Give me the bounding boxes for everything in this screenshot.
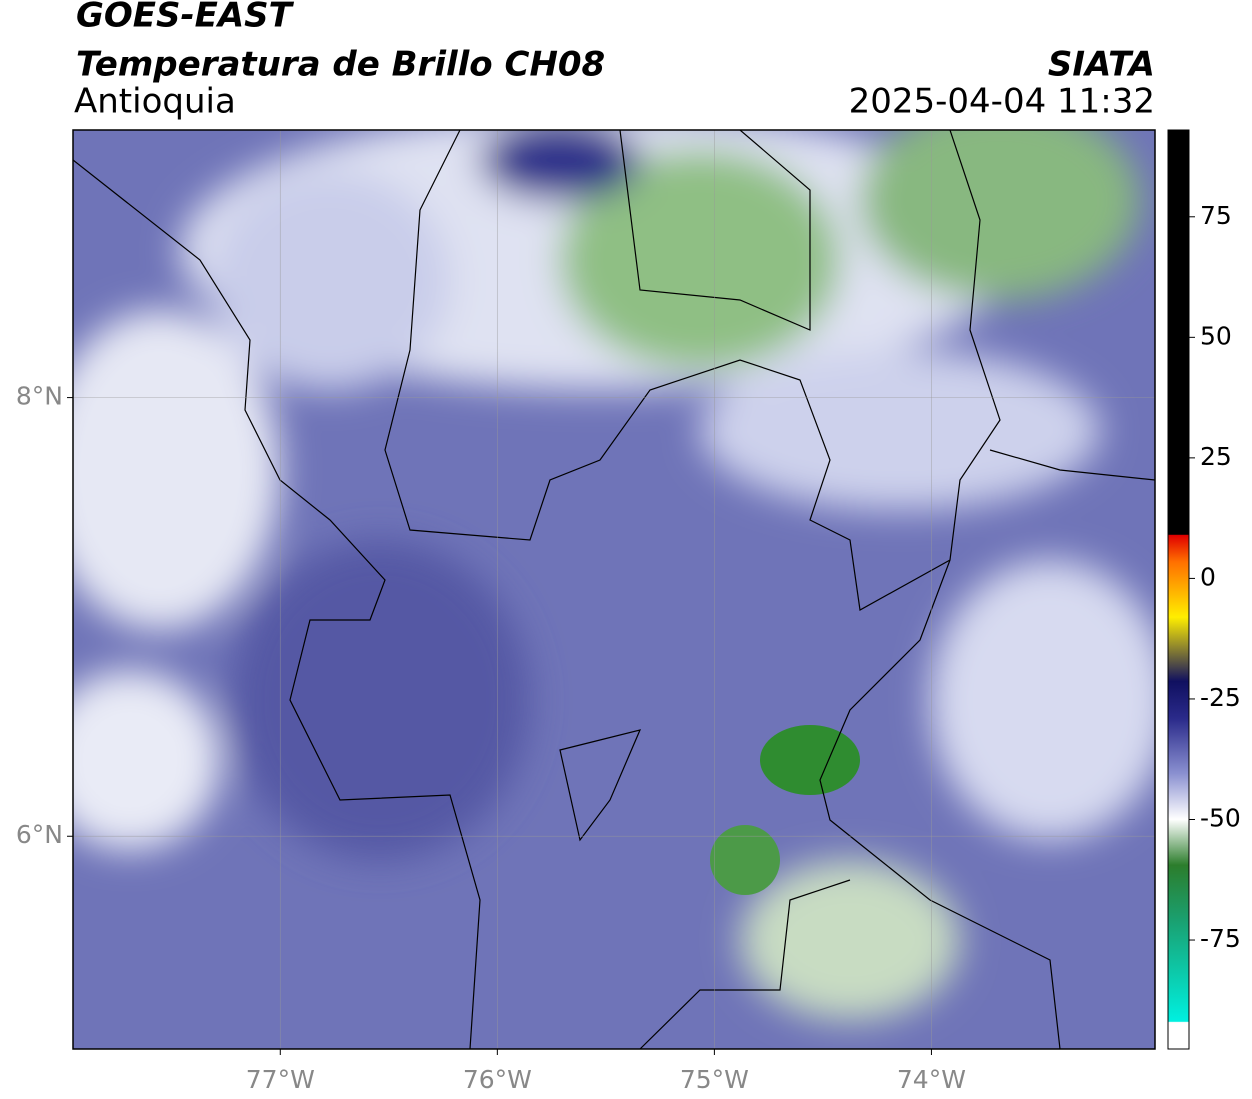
colorbar-tick-label: -25 — [1200, 683, 1241, 712]
boundaries — [73, 130, 1155, 1049]
lon-tick-label: 74°W — [897, 1065, 966, 1094]
colorbar-tick-label: -50 — [1200, 803, 1241, 832]
cold-cloud-core — [760, 725, 860, 795]
timestamp: 2025-04-04 11:32 — [849, 82, 1155, 122]
lon-tick-label: 75°W — [680, 1065, 749, 1094]
cold-cloud — [710, 825, 780, 895]
imagery — [73, 130, 1155, 1049]
colorbar-tick-label: 50 — [1200, 321, 1232, 350]
source: SIATA — [1048, 45, 1155, 85]
colorbar-tick-label: 75 — [1200, 201, 1232, 230]
colorbar-tick-label: 0 — [1200, 562, 1216, 591]
map-frame — [72, 129, 1156, 1050]
region: Antioquia — [74, 82, 236, 122]
colorbar — [1167, 129, 1190, 1050]
lat-tick-label: 8°N — [16, 382, 63, 411]
colorbar-tick-label: -75 — [1200, 924, 1241, 953]
lat-tick-label: 6°N — [16, 820, 63, 849]
colorbar-tick-label: 25 — [1200, 442, 1232, 471]
subtitle: Temperatura de Brillo CH08 — [76, 45, 605, 85]
grid — [73, 130, 1155, 1049]
lon-tick-label: 76°W — [463, 1065, 532, 1094]
lon-tick-label: 77°W — [246, 1065, 315, 1094]
title: GOES-EAST — [76, 0, 295, 36]
